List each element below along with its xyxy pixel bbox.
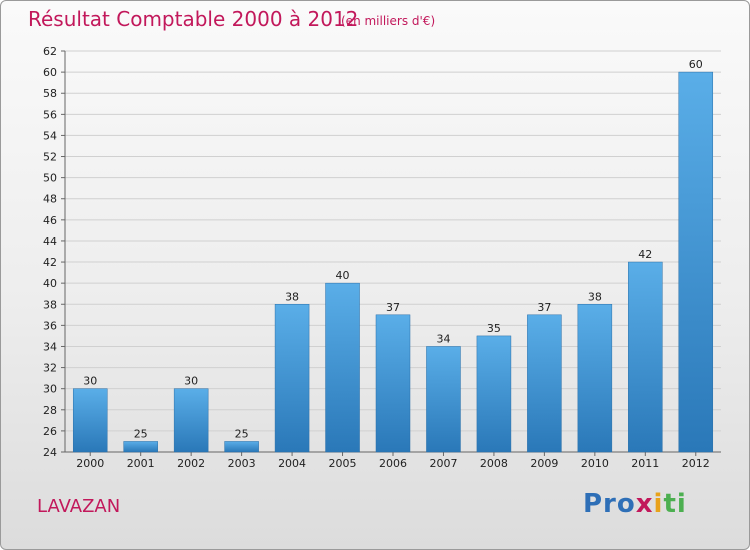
chart-subtitle: (en milliers d'€): [341, 14, 436, 28]
y-tick-label: 42: [43, 256, 57, 269]
data-label-2003: 25: [235, 427, 249, 440]
data-label-2007: 34: [436, 332, 450, 345]
x-tick-label-2008: 2008: [480, 457, 508, 470]
data-label-2012: 60: [689, 58, 703, 71]
x-tick-label-2002: 2002: [177, 457, 205, 470]
bar-2002: [173, 388, 209, 453]
y-tick-label: 36: [43, 319, 57, 332]
bar-2000: [72, 388, 108, 453]
y-tick-label: 50: [43, 172, 57, 185]
x-tick-label-2005: 2005: [329, 457, 357, 470]
data-label-2010: 38: [588, 290, 602, 303]
y-tick-label: 32: [43, 362, 57, 375]
y-tick-label: 24: [43, 446, 57, 459]
labels: 24 26 28 30 32 34 36 38 40 42 44 46 48 50 52 54 56 58 60 62…: [43, 45, 710, 470]
y-tick-label: 38: [43, 298, 57, 311]
x-tick-label-2003: 2003: [228, 457, 256, 470]
x-tick-label-2000: 2000: [76, 457, 104, 470]
y-tick-label: 30: [43, 383, 57, 396]
y-tick-label: 62: [43, 45, 57, 58]
y-tick-label: 40: [43, 277, 57, 290]
y-tick-label: 44: [43, 235, 57, 248]
x-tick-label-2010: 2010: [581, 457, 609, 470]
bar-2012: [678, 71, 714, 453]
data-label-2002: 30: [184, 375, 198, 388]
y-tick-label: 26: [43, 425, 57, 438]
data-label-2006: 37: [386, 301, 400, 314]
chart-title: Résultat Comptable 2000 à 2012: [28, 7, 359, 31]
town-label: LAVAZAN: [37, 496, 121, 517]
bar-2001: [123, 441, 158, 453]
x-tick-label-2007: 2007: [429, 457, 457, 470]
bar-2006: [375, 314, 411, 453]
y-tick-label: 46: [43, 214, 57, 227]
proxiti-logo[interactable]: Proxiti: [583, 489, 687, 519]
x-tick-label-2012: 2012: [682, 457, 710, 470]
y-tick-label: 56: [43, 108, 57, 121]
data-label-2009: 37: [537, 301, 551, 314]
x-tick-label-2006: 2006: [379, 457, 407, 470]
y-tick-label: 54: [43, 129, 57, 142]
bar-2007: [426, 346, 461, 453]
data-label-2004: 38: [285, 290, 299, 303]
x-tick-label-2004: 2004: [278, 457, 306, 470]
bars: [72, 71, 714, 453]
y-tick-label: 28: [43, 404, 57, 417]
y-tick-label: 34: [43, 340, 57, 353]
y-tick-label: 48: [43, 193, 57, 206]
data-label-2011: 42: [638, 248, 652, 261]
bar-2003: [224, 441, 259, 453]
data-label-2000: 30: [83, 375, 97, 388]
data-label-2005: 40: [336, 269, 350, 282]
bar-2008: [476, 335, 512, 453]
bar-2011: [628, 261, 663, 453]
bar-2010: [577, 304, 613, 453]
data-label-2008: 35: [487, 322, 501, 335]
data-label-2001: 25: [134, 427, 148, 440]
bar-2005: [325, 282, 360, 453]
x-tick-label-2001: 2001: [127, 457, 155, 470]
bar-2004: [274, 304, 310, 453]
x-tick-label-2011: 2011: [631, 457, 659, 470]
bar-2009: [527, 314, 562, 453]
y-tick-label: 52: [43, 151, 57, 164]
y-tick-label: 60: [43, 66, 57, 79]
y-tick-label: 58: [43, 87, 57, 100]
x-tick-label-2009: 2009: [530, 457, 558, 470]
